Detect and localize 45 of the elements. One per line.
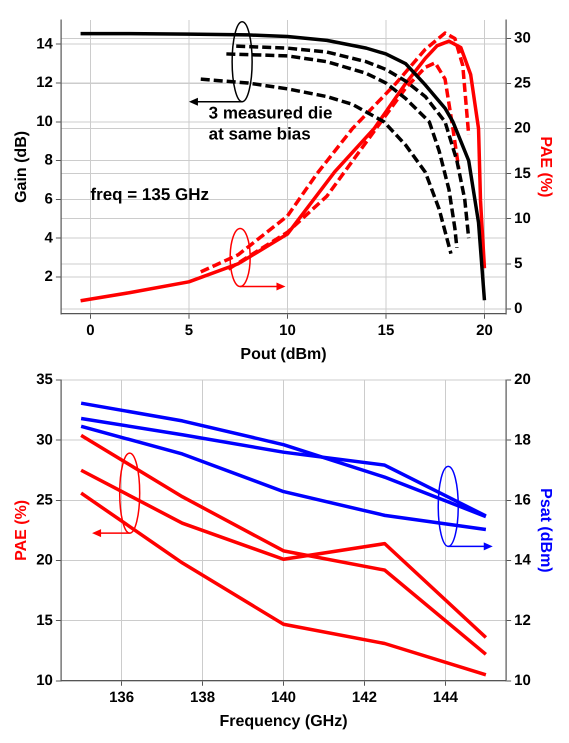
x-tick-label: 138 (190, 688, 216, 706)
x-tick-label: 144 (432, 688, 459, 706)
y-tick-label: 15 (36, 612, 53, 629)
line-series (224, 52, 459, 250)
annotation: 3 measured die at same bias (208, 104, 332, 144)
y-tick-label: 35 (36, 371, 53, 388)
x-axis-title: Pout (dBm) (240, 346, 327, 363)
x-tick-label: 0 (86, 322, 95, 339)
y2-axis-title: Psat (dBm) (536, 488, 554, 573)
y2-tick-label: 16 (514, 491, 531, 508)
x-tick-label: 15 (378, 322, 394, 339)
y-tick-label: 25 (36, 491, 53, 508)
y2-tick-label: 25 (514, 74, 531, 92)
y2-tick-label: 14 (514, 552, 532, 569)
y-axis-title: PAE (%) (13, 500, 30, 561)
y2-tick-label: 20 (514, 371, 531, 388)
y2-tick-label: 30 (514, 30, 531, 47)
y2-tick-label: 20 (514, 120, 531, 137)
x-tick-label: 10 (279, 322, 296, 339)
y2-tick-label: 10 (514, 210, 531, 227)
x-tick-label: 136 (109, 688, 134, 706)
y2-tick-label: 0 (514, 300, 522, 317)
x-tick-label: 5 (184, 322, 194, 339)
y-tick-label: 2 (44, 268, 53, 286)
x-tick-label: 20 (476, 322, 493, 339)
annotation: freq = 135 GHz (90, 185, 210, 204)
x-tick-label: 140 (270, 688, 296, 706)
y-tick-label: 10 (36, 672, 53, 689)
y2-tick-label: 18 (514, 431, 531, 448)
y-tick-label: 8 (44, 152, 53, 169)
x-axis-title: Frequency (GHz) (219, 712, 348, 730)
y-tick-label: 4 (44, 229, 54, 246)
y-axis-title: Gain (dB) (13, 130, 30, 203)
y-tick-label: 10 (36, 112, 53, 130)
y2-tick-label: 15 (514, 164, 531, 182)
y-tick-label: 6 (44, 190, 53, 208)
y-tick-label: 12 (36, 74, 53, 92)
y2-tick-label: 10 (514, 672, 531, 689)
y2-tick-label: 12 (514, 612, 531, 629)
y-tick-label: 20 (36, 552, 53, 569)
y2-axis-title: PAE (%) (536, 136, 554, 198)
x-tick-label: 142 (352, 688, 377, 706)
y2-tick-label: 5 (514, 254, 522, 272)
y-tick-label: 30 (36, 431, 53, 448)
y-tick-label: 14 (36, 35, 54, 52)
